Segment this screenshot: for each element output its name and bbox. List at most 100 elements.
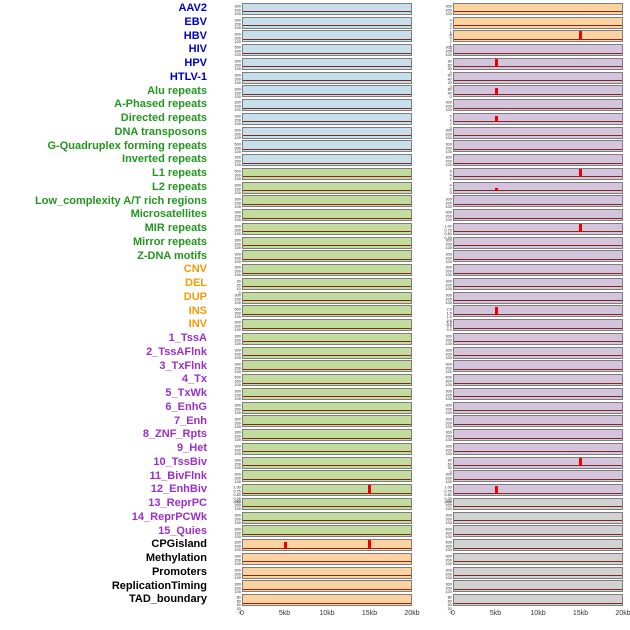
baseline-trace [454, 410, 622, 412]
y-tick-labels-right: 300 200 100 [434, 238, 453, 250]
y-tick-label: 60 [447, 462, 452, 467]
row-label: Alu repeats [147, 84, 207, 97]
track-panel-right [453, 552, 623, 565]
y-tick-label: 100 [445, 260, 452, 264]
y-tick-label: 0 [449, 611, 452, 616]
chart-row: 12_EnhBiv 1.00 0.75 0.50 0.25 0.00 1.00 0.75 0.5… [0, 483, 630, 505]
baseline-trace [454, 575, 622, 577]
track-panel-right [453, 456, 623, 469]
y-tick-label: 300 [234, 5, 241, 9]
y-tick-labels-right: 300 200 100 [434, 417, 453, 429]
y-tick-label: 1.0 [446, 321, 452, 326]
y-tick-label: 60 [236, 600, 241, 604]
column-gap [412, 30, 423, 44]
row-label: Mirror repeats [133, 235, 207, 248]
y-tick-label: 200 [234, 462, 241, 467]
y-tick-label: 0.50 [444, 232, 452, 237]
y-tick-label: 100 [234, 397, 241, 402]
y-tick-label: 300 [234, 128, 241, 133]
track-panel-right [453, 126, 623, 139]
y-tick-label: 300 [234, 252, 241, 257]
y-tick-label: 200 [445, 283, 452, 288]
track-panel-left [242, 305, 412, 318]
baseline-trace [454, 396, 622, 398]
y-tick-label: 30 [447, 466, 452, 471]
y-tick-labels-left: 300 200 100 [223, 445, 242, 456]
baseline-trace [454, 80, 622, 82]
track-panel-right [453, 99, 623, 112]
y-tick-label: 200 [445, 256, 452, 261]
row-label: 9_Het [177, 442, 207, 454]
row-label: INS [188, 304, 207, 317]
baseline-trace [243, 561, 411, 563]
signal-spike [578, 457, 582, 467]
track-panel-right [453, 566, 623, 579]
y-tick-label: 4 [449, 183, 452, 188]
baseline-trace [243, 396, 411, 398]
y-tick-labels-left: 300 200 100 [223, 458, 242, 470]
y-tick-label: 200 [234, 366, 241, 371]
y-tick-label: 100 [234, 163, 241, 168]
y-tick-label: 1.00 [444, 486, 452, 491]
y-tick-labels-right: 300 200 100 [434, 142, 453, 154]
y-tick-label: 300 [234, 513, 241, 518]
row-label: Low_complexity A/T rich regions [35, 194, 207, 207]
y-tick-label: 4 [449, 118, 452, 123]
y-tick-label: 100 [234, 356, 241, 361]
y-tick-label: 0 [449, 470, 452, 474]
y-tick-label: 200 [234, 215, 241, 219]
y-tick-labels-left: 300 200 100 [223, 238, 242, 250]
y-tick-label: 2 [449, 40, 452, 44]
baseline-trace [243, 107, 411, 109]
y-tick-labels-right: 300 200 100 [434, 128, 453, 140]
track-panel-left [242, 525, 412, 538]
baseline-trace [454, 135, 622, 137]
y-tick-label: 1.5 [446, 311, 452, 316]
track-panel-left [242, 140, 412, 153]
row-label: HIV [188, 43, 207, 56]
signal-spike [578, 224, 582, 233]
y-tick-label: 100 [234, 590, 241, 594]
y-tick-label: 300 [234, 50, 241, 54]
y-tick-label: 200 [445, 105, 452, 109]
y-tick-label: 100 [234, 67, 241, 72]
chart-row: L1 repeats 500 300 100 6 4 2 [0, 167, 630, 181]
y-tick-label: 200 [234, 421, 241, 426]
y-tick-labels-right: 90 60 30 0 [434, 60, 453, 75]
chart-row: 9_Het 300 200 100 300 200 100 [0, 442, 630, 456]
y-tick-label: 1.0 [446, 315, 452, 319]
y-tick-labels-left: 300 200 100 [223, 527, 242, 539]
track-panel-right [453, 305, 623, 318]
column-gap [412, 483, 423, 497]
baseline-trace [243, 300, 411, 302]
y-tick-label: 100 [445, 507, 452, 512]
x-axis-right: 0 5kb 10kb 15kb 20kb [451, 607, 630, 625]
y-tick-label: 200 [234, 256, 241, 261]
y-tick-label: 300 [234, 311, 241, 316]
row-label: 3_TxFlnk [159, 359, 207, 372]
y-tick-label: 100 [234, 507, 241, 512]
y-tick-labels-right: 300 200 100 [434, 156, 453, 167]
y-tick-label: 0 [449, 47, 452, 52]
y-tick-label: 100 [234, 177, 241, 182]
column-gap [412, 167, 423, 181]
y-tick-labels-left: 300 200 100 [223, 541, 242, 552]
y-tick-label: 100 [445, 590, 452, 594]
y-tick-label: 200 [445, 586, 452, 591]
y-tick-label: 300 [234, 60, 241, 64]
y-tick-label: 100 [445, 397, 452, 402]
baseline-trace [243, 355, 411, 357]
baseline-trace [454, 492, 622, 494]
y-tick-labels-left: 300 200 100 [223, 115, 242, 126]
track-panel-left [242, 277, 412, 290]
y-tick-label: 200 [445, 215, 452, 219]
y-tick-labels-left: 500 300 100 [223, 46, 242, 57]
row-label: DNA transposons [114, 125, 208, 138]
row-label: Z-DNA motifs [137, 249, 207, 262]
y-tick-label: 200 [445, 270, 452, 274]
y-tick-label: 300 [445, 472, 452, 477]
chart-row: Directed repeats 300 200 100 6 4 2 0 [0, 112, 630, 130]
y-tick-label: 100 [445, 548, 452, 553]
track-panel-right [453, 112, 623, 125]
y-tick-label: 300 [445, 513, 452, 518]
